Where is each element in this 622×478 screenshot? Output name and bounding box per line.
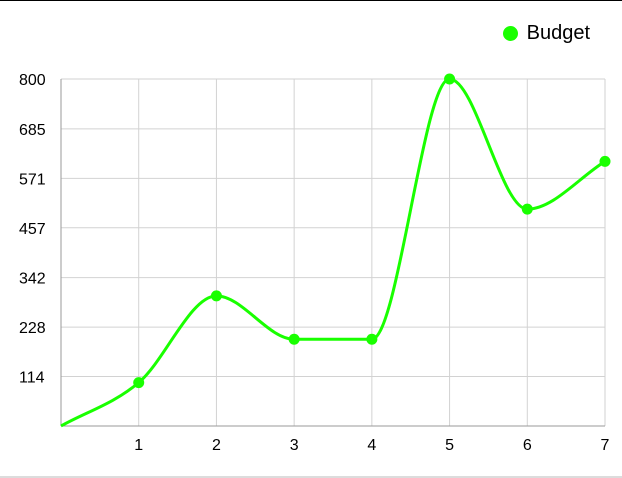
legend-swatch	[502, 26, 518, 41]
series-line-budget	[60, 77, 606, 428]
point-layer	[133, 73, 611, 389]
y-tick-label-342: 342	[19, 271, 46, 288]
bottom-border	[0, 476, 622, 478]
data-point-3	[288, 333, 300, 345]
y-tick-label-457: 457	[19, 221, 46, 238]
data-point-7	[599, 155, 611, 167]
data-point-1	[133, 377, 145, 389]
x-tick-label-3: 3	[290, 437, 299, 454]
y-tick-label-114: 114	[19, 370, 45, 387]
y-tick-label-571: 571	[19, 171, 46, 188]
y-tick-label-228: 228	[19, 320, 46, 337]
y-tick-label-800: 800	[19, 72, 46, 89]
line-layer	[60, 77, 606, 428]
data-point-5	[444, 73, 456, 85]
x-tick-label-1: 1	[134, 437, 143, 454]
legend[interactable]: Budget	[502, 22, 590, 45]
data-point-6	[521, 203, 533, 215]
axis-layer	[60, 79, 605, 427]
x-tick-label-6: 6	[523, 437, 532, 454]
y-tick-label-685: 685	[19, 122, 46, 139]
label-layer: 114 228 342 457 571 685 800 1 2 3 4 5 6 7	[19, 72, 610, 454]
x-tick-label-4: 4	[367, 437, 376, 454]
x-tick-label-5: 5	[445, 437, 454, 454]
data-point-4	[366, 333, 378, 345]
grid-layer	[61, 78, 606, 426]
top-border	[0, 0, 622, 1]
legend-label-budget: Budget	[526, 22, 590, 44]
x-tick-label-7: 7	[601, 437, 610, 454]
x-tick-label-2: 2	[212, 437, 221, 454]
data-point-2	[210, 290, 222, 302]
